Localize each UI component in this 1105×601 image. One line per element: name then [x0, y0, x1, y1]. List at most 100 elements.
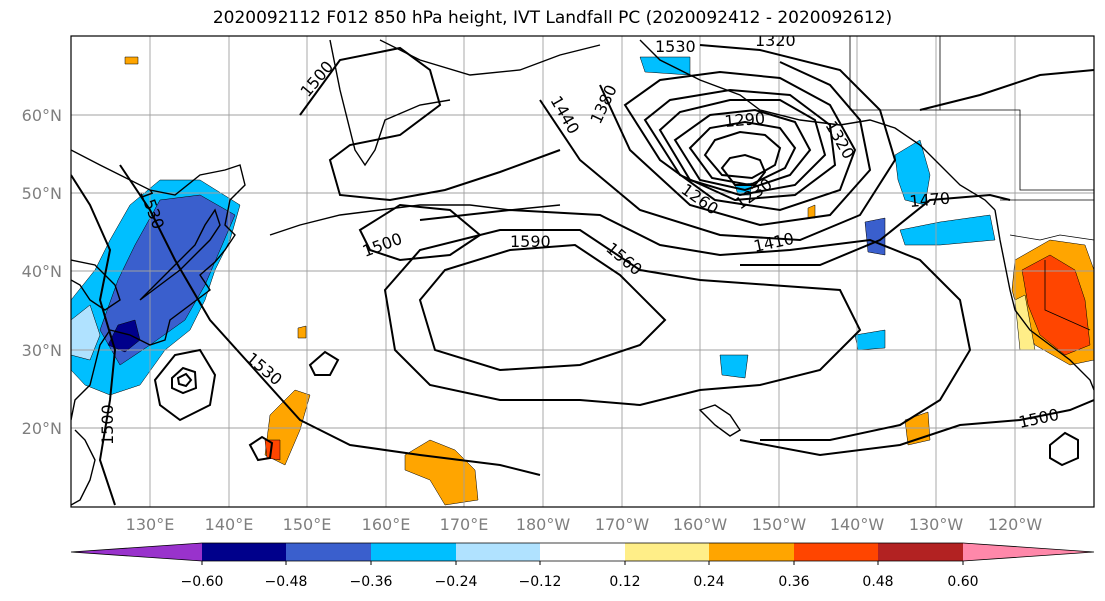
political-borders	[849, 36, 1094, 331]
colorbar-segment	[963, 543, 1094, 561]
contour-1530-west	[119, 164, 541, 476]
ivt-negative-small2	[719, 354, 749, 379]
contour-label: 1290	[724, 109, 766, 131]
coast-na-west	[994, 209, 1094, 391]
lat-label: 30°N	[22, 341, 62, 360]
map-area	[71, 36, 1094, 507]
lon-label: 150°W	[752, 515, 807, 534]
lon-label: 140°W	[830, 515, 885, 534]
colorbar-segment	[286, 543, 371, 561]
colorbar-tick-labels: −0.60 −0.48 −0.36 −0.24 −0.12 0.12 0.24 …	[181, 574, 979, 590]
height-contours	[71, 44, 1094, 506]
contour-1380	[623, 70, 857, 212]
contour-1530-sub	[308, 350, 340, 376]
coast-taiwan-philippines	[71, 429, 96, 506]
lon-label: 170°E	[440, 515, 489, 534]
contour-ring-east	[1049, 431, 1079, 467]
coastlines	[71, 39, 1094, 506]
ivt-negative-bering	[639, 56, 691, 76]
contour-1500-ne	[919, 69, 1094, 111]
contour-1590	[418, 243, 667, 372]
colorbar-tick-label: 0.60	[947, 574, 978, 590]
contour-1410	[599, 61, 872, 227]
colorbar-segment	[540, 543, 625, 561]
contour-typhoon-inner	[176, 372, 193, 388]
lat-label: 50°N	[22, 184, 62, 203]
map-title: 2020092112 F012 850 hPa height, IVT Land…	[212, 8, 893, 28]
colorbar-tick-label: −0.36	[350, 574, 393, 590]
contour-1440	[539, 44, 897, 242]
contour-label: 1320	[755, 31, 796, 50]
lon-label: 130°W	[909, 515, 964, 534]
contour-ring-west	[248, 435, 274, 462]
contour-label: 1590	[510, 232, 551, 251]
colorbar-segment	[456, 543, 540, 561]
colorbar-segments	[70, 542, 1095, 565]
lon-label: 140°E	[205, 515, 254, 534]
ivt-positive-small2	[297, 325, 307, 339]
colorbar-segment	[71, 543, 202, 561]
contour-label: 1470	[909, 189, 951, 211]
contour-1500-center	[358, 203, 482, 262]
colorbar-segment	[625, 543, 709, 561]
contour-1500-north	[299, 46, 561, 202]
gridlines	[71, 36, 1094, 507]
colorbar-segment	[709, 543, 794, 561]
coast-aleutians	[269, 204, 561, 236]
ivt-negative-nw-coast	[899, 214, 996, 246]
lon-label: 160°E	[362, 515, 411, 534]
coast-east-asia	[71, 149, 246, 421]
colorbar-segment	[202, 543, 286, 561]
latitude-labels: 60°N 50°N 40°N 30°N 20°N	[22, 106, 62, 438]
colorbar-tick-label: −0.12	[519, 574, 562, 590]
lon-label: 160°W	[673, 515, 728, 534]
lat-label: 20°N	[22, 419, 62, 438]
colorbar-segment	[794, 543, 878, 561]
map-frame	[70, 35, 1095, 508]
coast-korea-china	[71, 259, 121, 311]
contour-1560	[383, 229, 862, 407]
lat-label: 40°N	[22, 262, 62, 281]
contour-1530-east	[419, 208, 972, 441]
lon-label: 150°E	[283, 515, 332, 534]
colorbar-tick-label: 0.36	[778, 574, 809, 590]
contour-1290	[673, 108, 812, 192]
colorbar-tick-label: −0.48	[265, 574, 308, 590]
ivt-strong-negative-west	[107, 319, 141, 353]
coast-alaska	[639, 39, 996, 211]
ivt-light-negative-west	[71, 304, 101, 361]
contour-1350	[643, 88, 837, 202]
longitude-labels: 130°E 140°E 150°E 160°E 170°E 180°W 170°…	[126, 515, 1043, 534]
lat-label: 60°N	[22, 106, 62, 125]
contour-1470	[740, 193, 1011, 266]
colorbar-segment	[878, 543, 963, 561]
coast-kamchatka	[329, 39, 451, 167]
contour-1230	[703, 130, 782, 180]
colorbar: −0.60 −0.48 −0.36 −0.24 −0.12 0.12 0.24 …	[70, 542, 1095, 590]
ivt-positive-marianas-core	[264, 439, 281, 461]
coast-hawaii	[698, 404, 741, 437]
lon-label: 180°W	[516, 515, 571, 534]
contour-low-center	[720, 153, 767, 186]
lon-label: 120°W	[988, 515, 1043, 534]
colorbar-tick-label: −0.60	[181, 574, 224, 590]
contour-label: 1500	[98, 404, 117, 445]
colorbar-tick-label: 0.48	[862, 574, 893, 590]
ivt-positive-small3	[124, 56, 139, 65]
ivt-negative-offshore	[864, 217, 886, 256]
lon-label: 170°W	[595, 515, 650, 534]
colorbar-segment	[371, 543, 456, 561]
contour-label: 1530	[655, 37, 696, 56]
ivt-positive-core-california	[1021, 254, 1091, 356]
contour-1500-west	[71, 174, 117, 506]
contour-1320	[658, 99, 827, 197]
colorbar-tick-label: 0.24	[693, 574, 724, 590]
contour-typhoon-mid	[171, 366, 198, 395]
colorbar-tick-label: 0.12	[609, 574, 640, 590]
contour-1500-east	[739, 399, 1094, 457]
contour-typhoon-outer	[153, 348, 217, 422]
lon-label: 130°E	[126, 515, 175, 534]
contour-1260	[688, 120, 797, 187]
colorbar-tick-label: −0.24	[435, 574, 478, 590]
